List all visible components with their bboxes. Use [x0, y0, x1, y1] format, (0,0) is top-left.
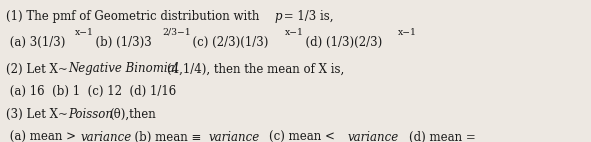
Text: (c) mean <: (c) mean <: [255, 131, 339, 142]
Text: (1) The pmf of Geometric distribution with: (1) The pmf of Geometric distribution wi…: [6, 10, 263, 23]
Text: (b) mean ≡: (b) mean ≡: [127, 131, 205, 142]
Text: (θ),then: (θ),then: [109, 108, 155, 121]
Text: 2/3−1: 2/3−1: [163, 28, 191, 37]
Text: x−1: x−1: [74, 28, 93, 37]
Text: (d) mean =: (d) mean =: [394, 131, 476, 142]
Text: variance: variance: [81, 131, 132, 142]
Text: (4,1/4), then the mean of X is,: (4,1/4), then the mean of X is,: [167, 62, 344, 76]
Text: (a) 16  (b) 1  (c) 12  (d) 1/16: (a) 16 (b) 1 (c) 12 (d) 1/16: [6, 85, 176, 98]
Text: (a) 3(1/3): (a) 3(1/3): [6, 36, 65, 49]
Text: Poisson: Poisson: [69, 108, 113, 121]
Text: variance: variance: [208, 131, 259, 142]
Text: x−1: x−1: [284, 28, 304, 37]
Text: (a) mean >: (a) mean >: [6, 131, 80, 142]
Text: (d) (1/3)(2/3): (d) (1/3)(2/3): [298, 36, 382, 49]
Text: (2) Let X~: (2) Let X~: [6, 62, 67, 76]
Text: (3) Let X~: (3) Let X~: [6, 108, 68, 121]
Text: p: p: [274, 10, 281, 23]
Text: (c) (2/3)(1/3): (c) (2/3)(1/3): [185, 36, 268, 49]
Text: (b) (1/3)3: (b) (1/3)3: [88, 36, 151, 49]
Text: = 1/3 is,: = 1/3 is,: [280, 10, 333, 23]
Text: x−1: x−1: [398, 28, 417, 37]
Text: variance: variance: [348, 131, 400, 142]
Text: Negative Binomial: Negative Binomial: [69, 62, 178, 76]
